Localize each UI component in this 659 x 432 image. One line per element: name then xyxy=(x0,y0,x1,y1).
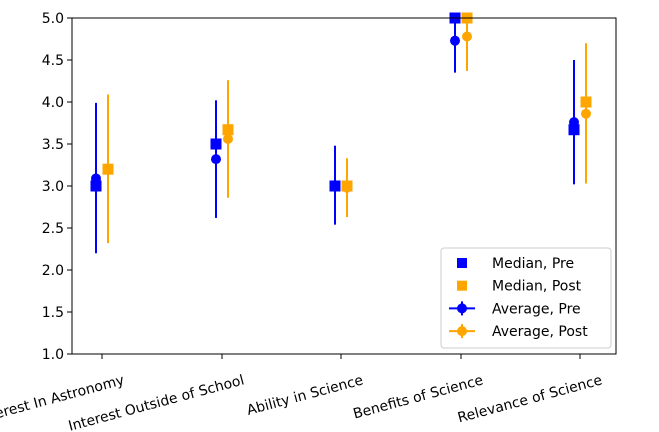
y-tick-label: 4.0 xyxy=(42,95,64,111)
median-point xyxy=(90,180,102,192)
legend-marker xyxy=(457,326,467,337)
average-point xyxy=(211,154,221,165)
y-tick-label: 5.0 xyxy=(42,11,64,27)
y-tick-label: 3.5 xyxy=(42,137,64,153)
average-point xyxy=(223,133,233,144)
y-tick-label: 2.0 xyxy=(42,263,64,279)
y-tick-label: 1.5 xyxy=(42,305,64,321)
median-point xyxy=(210,138,222,150)
legend: Median, Pre Median, Post Average, Pre Avera… xyxy=(440,247,612,349)
plot-marks xyxy=(90,12,592,254)
legend-box xyxy=(440,247,612,349)
average-point xyxy=(330,181,340,191)
legend-label: Average, Pre xyxy=(492,301,581,317)
y-axis: 1.0 1.5 2.0 2.5 3.0 3.5 4.0 4.5 5.0 xyxy=(42,11,72,363)
average-point xyxy=(462,31,472,42)
legend-label: Median, Post xyxy=(492,279,582,295)
legend-marker xyxy=(457,280,467,291)
median-point xyxy=(568,124,580,136)
y-tick-label: 2.5 xyxy=(42,221,64,237)
median-point xyxy=(222,124,234,136)
legend-label: Average, Post xyxy=(492,324,588,340)
legend-marker xyxy=(457,303,467,314)
legend-label: Median, Pre xyxy=(492,256,574,272)
average-point xyxy=(581,108,591,119)
average-point xyxy=(103,164,113,175)
average-point xyxy=(569,117,579,128)
y-tick-label: 4.5 xyxy=(42,53,64,69)
legend-marker xyxy=(457,258,467,268)
x-tick-label: Ability in Science xyxy=(245,372,365,418)
y-tick-label: 3.0 xyxy=(42,179,64,195)
median-point xyxy=(580,96,592,108)
y-tick-label: 1.0 xyxy=(42,347,64,363)
average-point xyxy=(91,173,101,184)
average-point xyxy=(342,182,352,193)
average-point xyxy=(450,35,460,46)
